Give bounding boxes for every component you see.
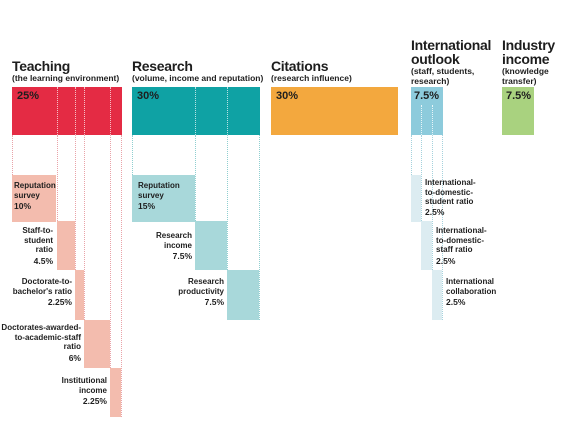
citations-title: Citations xyxy=(271,58,329,74)
citations-subtitle: (research influence) xyxy=(271,73,352,83)
research-income-weight: 7.5% xyxy=(172,251,192,261)
research-reputation-bar xyxy=(132,175,195,222)
teaching-doctorates-awarded-bar xyxy=(84,320,110,368)
guide-line xyxy=(432,135,433,270)
industry-weight: 7.5% xyxy=(506,90,532,102)
international-student-ratio-bar xyxy=(411,175,421,222)
international-collaboration-label: International collaboration xyxy=(446,277,497,296)
research-divider xyxy=(195,87,196,135)
guide-line xyxy=(84,135,85,320)
teaching-divider xyxy=(57,87,58,135)
research-productivity-bar xyxy=(227,270,259,320)
teaching-staff-student-weight: 4.5% xyxy=(33,256,53,266)
guide-line xyxy=(442,135,443,320)
guide-line xyxy=(57,135,58,221)
research-income-label: Research income xyxy=(155,231,192,250)
guide-line xyxy=(421,135,422,221)
teaching-bar: 25% xyxy=(12,87,122,135)
international-subtitle: (staff, students, research) xyxy=(411,66,475,86)
international-collaboration-weight: 2.5% xyxy=(446,297,466,307)
research-reputation-label: Reputation survey xyxy=(138,181,180,200)
industry-bar: 7.5% xyxy=(502,87,534,135)
guide-line xyxy=(195,135,196,221)
teaching-doctorate-bachelor-bar xyxy=(75,270,84,320)
international-divider xyxy=(421,105,422,135)
teaching-subtitle: (the learning environment) xyxy=(12,73,120,83)
industry-subtitle: (knowledge transfer) xyxy=(502,66,549,86)
teaching-institutional-income-weight: 2.25% xyxy=(82,396,107,406)
international-staff-ratio-bar xyxy=(421,221,432,270)
teaching-divider xyxy=(75,87,76,135)
industry-title: Industry income xyxy=(502,37,555,67)
research-productivity-weight: 7.5% xyxy=(204,297,224,307)
teaching-doctorates-awarded-label: Doctorates-awarded-to-academic-staff rati… xyxy=(1,323,81,352)
research-reputation-weight: 15% xyxy=(138,201,156,211)
international-divider xyxy=(432,105,433,135)
research-productivity-label: Research productivity xyxy=(178,277,224,296)
guide-line xyxy=(121,135,122,417)
teaching-institutional-income-label: Institutional income xyxy=(61,376,107,395)
teaching-reputation-label: Reputation survey xyxy=(14,181,56,200)
teaching-divider xyxy=(110,87,111,135)
citations-weight: 30% xyxy=(276,90,299,102)
international-weight: 7.5% xyxy=(414,90,440,102)
teaching-doctorates-awarded-weight: 6% xyxy=(68,353,81,363)
research-income-bar xyxy=(195,221,227,270)
international-collaboration-bar xyxy=(432,270,442,320)
teaching-weight: 25% xyxy=(17,90,40,102)
guide-line xyxy=(411,135,412,175)
teaching-staff-student-label: Staff-to-student ratio xyxy=(22,226,53,255)
guide-line xyxy=(227,135,228,270)
teaching-divider xyxy=(84,87,85,135)
guide-line xyxy=(259,135,260,320)
international-student-ratio-label: International-to-domestic-student ratio xyxy=(425,178,476,207)
guide-line xyxy=(110,135,111,368)
teaching-reputation-bar xyxy=(12,175,56,222)
international-title: International outlook xyxy=(411,37,492,67)
teaching-staff-student-bar xyxy=(57,221,75,270)
guide-line xyxy=(12,135,13,175)
international-staff-ratio-weight: 2.5% xyxy=(436,256,456,266)
teaching-title: Teaching xyxy=(12,58,71,74)
international-bar: 7.5% xyxy=(411,87,443,135)
teaching-reputation-weight: 10% xyxy=(14,201,32,211)
guide-line xyxy=(132,135,133,175)
research-bar: 30% xyxy=(132,87,260,135)
research-title: Research xyxy=(132,58,193,74)
international-student-ratio-weight: 2.5% xyxy=(425,207,445,217)
international-staff-ratio-label: International-to-domestic-staff ratio xyxy=(436,226,487,255)
teaching-doctorate-bachelor-weight: 2.25% xyxy=(47,297,72,307)
research-weight: 30% xyxy=(137,90,160,102)
citations-bar: 30% xyxy=(271,87,398,135)
research-divider xyxy=(227,87,228,135)
guide-line xyxy=(75,135,76,270)
research-subtitle: (volume, income and reputation) xyxy=(132,73,264,83)
teaching-doctorate-bachelor-label: Doctorate-to-bachelor's ratio xyxy=(12,277,72,296)
teaching-institutional-income-bar xyxy=(110,368,121,417)
